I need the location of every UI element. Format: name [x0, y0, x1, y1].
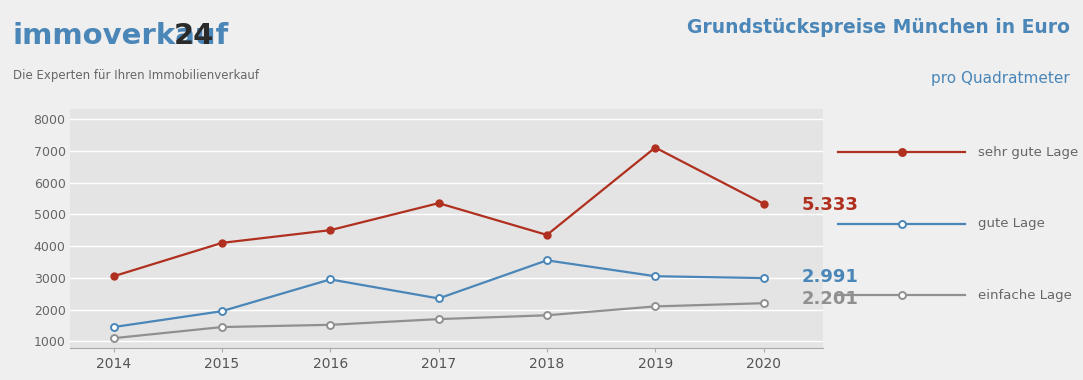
Text: 5.333: 5.333 [801, 196, 859, 214]
Text: gute Lage: gute Lage [978, 217, 1045, 230]
Text: einfache Lage: einfache Lage [978, 289, 1072, 302]
Text: pro Quadratmeter: pro Quadratmeter [931, 71, 1070, 86]
Text: immoverkauf: immoverkauf [13, 22, 230, 50]
Text: sehr gute Lage: sehr gute Lage [978, 146, 1079, 159]
Text: Grundstückspreise München in Euro: Grundstückspreise München in Euro [687, 18, 1070, 37]
Text: Die Experten für Ihren Immobilienverkauf: Die Experten für Ihren Immobilienverkauf [13, 69, 259, 82]
Text: 24: 24 [173, 22, 213, 50]
Text: 2.991: 2.991 [801, 268, 859, 285]
Text: 2.201: 2.201 [801, 290, 859, 308]
